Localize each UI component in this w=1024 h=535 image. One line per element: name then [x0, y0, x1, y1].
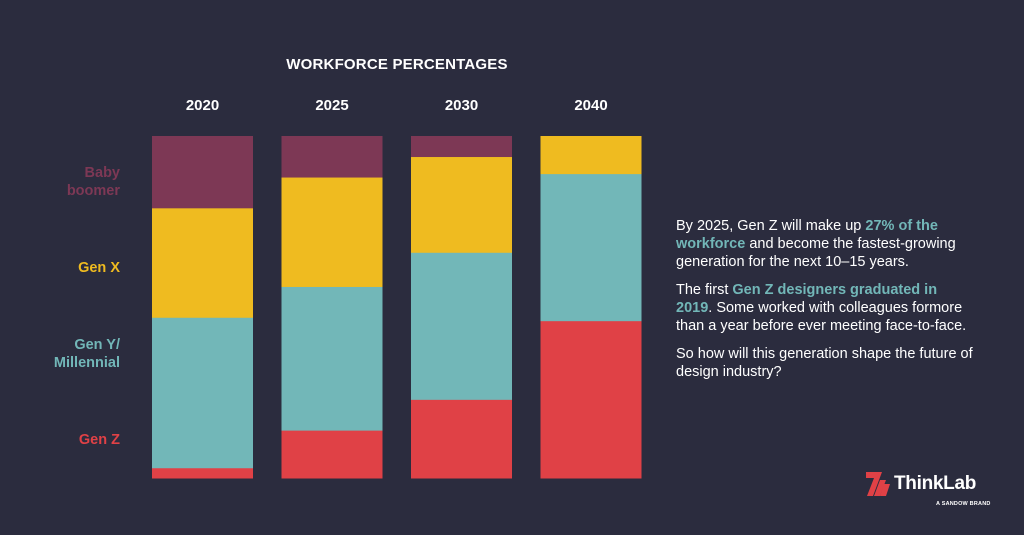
legend-baby-boomer: Baby boomer — [0, 164, 120, 200]
thinklab-logo: ThinkLab A SANDOW BRAND — [862, 466, 1002, 516]
legend-gen-y-line2: Millennial — [53, 355, 120, 371]
legend-gen-z-label: Gen Z — [78, 432, 120, 448]
bar-segment-2020-gen-x — [152, 207, 253, 318]
paragraph-2: The first Gen Z designers graduated in 2… — [676, 281, 976, 335]
bar-segment-2040-gen-x — [540, 136, 642, 175]
p1-highlight: 27% of the workforce — [676, 218, 938, 252]
legend-gen-x-label: Gen X — [78, 260, 120, 276]
p2-text-b: . Some worked with colleagues formore th… — [676, 300, 967, 334]
legend-gen-y: Gen Y/ Millennial — [0, 336, 120, 372]
bar-segment-2025-gen-x — [281, 177, 383, 287]
legend-gen-z: Gen Z — [0, 431, 120, 449]
paragraph-1: By 2025, Gen Z will make up 27% of the w… — [676, 217, 976, 271]
bar-segment-2020-gen-y-millennial — [152, 317, 253, 469]
category-label-2030: 2030 — [445, 97, 478, 114]
bar-segment-2030-gen-x — [411, 156, 512, 253]
bar-segment-2025-baby-boomer — [281, 136, 383, 178]
bar-segment-2030-gen-y-millennial — [411, 252, 512, 400]
bar-segment-2030-baby-boomer — [411, 136, 512, 158]
bar-segment-2040-gen-z — [540, 320, 642, 479]
logo-wordmark: ThinkLab — [894, 473, 977, 494]
category-label-2020: 2020 — [186, 97, 219, 114]
legend-baby-boomer-line2: boomer — [66, 183, 120, 199]
category-labels-group: 2020 2025 2030 2040 — [186, 97, 608, 114]
chart-title: WORKFORCE PERCENTAGES — [286, 56, 508, 73]
legend-gen-y-line1: Gen Y/ — [74, 337, 120, 353]
legend-baby-boomer-line1: Baby — [84, 165, 120, 181]
bar-segment-2030-gen-z — [411, 399, 512, 479]
bar-segment-2040-gen-y-millennial — [540, 173, 642, 322]
bar-segment-2020-baby-boomer — [152, 136, 253, 209]
bar-segment-2020-gen-z — [152, 467, 253, 479]
paragraph-3: So how will this generation shape the fu… — [676, 346, 973, 380]
bars-group — [152, 136, 642, 479]
text-panel: By 2025, Gen Z will make up 27% of the w… — [676, 217, 976, 391]
thinklab-slash-logo-icon — [866, 472, 890, 496]
logo-tagline: A SANDOW BRAND — [936, 501, 991, 507]
p1-text-a: By 2025, Gen Z will make up — [676, 218, 866, 234]
p1-text-b: and become the fastest-growing generatio… — [676, 236, 956, 270]
p2-highlight: Gen Z designers graduated in 2019 — [676, 282, 938, 316]
category-label-2040: 2040 — [574, 97, 607, 114]
bar-segment-2025-gen-y-millennial — [281, 286, 383, 431]
bar-segment-2025-gen-z — [281, 430, 383, 479]
legend-gen-x: Gen X — [0, 259, 120, 277]
p2-text-a: The first — [676, 282, 733, 298]
category-label-2025: 2025 — [315, 97, 348, 114]
